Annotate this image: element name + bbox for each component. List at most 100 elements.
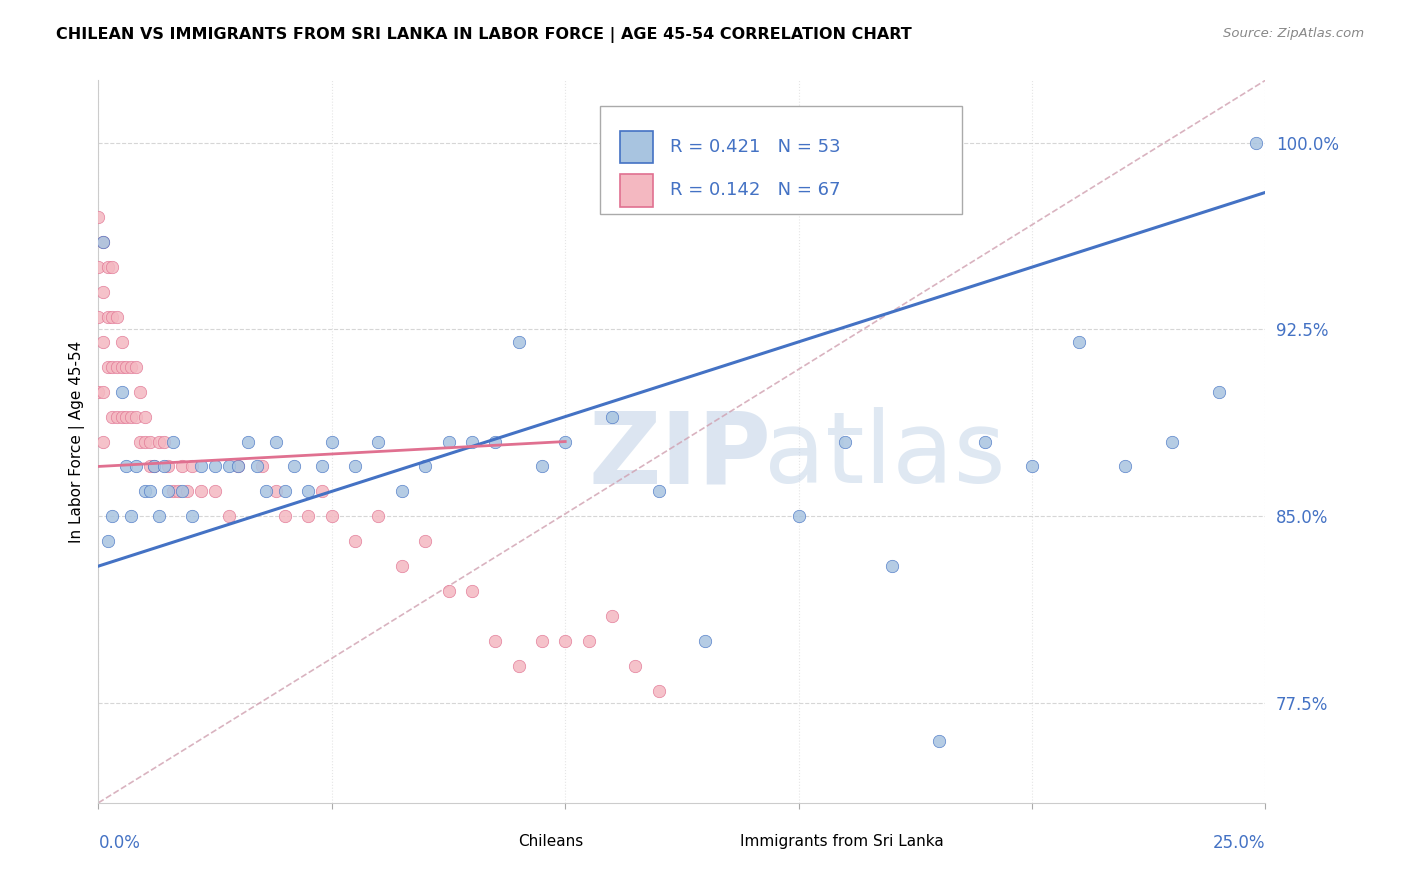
Text: R = 0.142   N = 67: R = 0.142 N = 67 bbox=[671, 181, 841, 200]
Point bbox=[974, 434, 997, 449]
Point bbox=[297, 484, 319, 499]
Point bbox=[344, 534, 367, 549]
Point bbox=[91, 235, 114, 250]
Point bbox=[647, 683, 669, 698]
Point bbox=[111, 334, 134, 349]
Point bbox=[413, 459, 436, 474]
Point bbox=[1067, 334, 1090, 349]
FancyBboxPatch shape bbox=[484, 828, 509, 855]
Point bbox=[101, 310, 124, 324]
Point bbox=[101, 409, 124, 424]
Point bbox=[1244, 136, 1267, 150]
Point bbox=[115, 459, 138, 474]
Point bbox=[530, 633, 553, 648]
Point bbox=[204, 459, 226, 474]
Point bbox=[344, 459, 367, 474]
Point bbox=[297, 509, 319, 524]
Point bbox=[218, 459, 240, 474]
Point bbox=[508, 658, 530, 673]
Point bbox=[134, 409, 156, 424]
Point bbox=[190, 484, 212, 499]
Point bbox=[180, 509, 202, 524]
Point bbox=[172, 484, 194, 499]
Point bbox=[111, 359, 134, 374]
Point bbox=[647, 484, 669, 499]
Point bbox=[129, 384, 152, 399]
Point bbox=[143, 459, 166, 474]
Point bbox=[105, 310, 128, 324]
Point bbox=[125, 359, 148, 374]
Point bbox=[530, 459, 553, 474]
Point bbox=[600, 609, 623, 624]
Text: R = 0.421   N = 53: R = 0.421 N = 53 bbox=[671, 138, 841, 156]
Text: CHILEAN VS IMMIGRANTS FROM SRI LANKA IN LABOR FORCE | AGE 45-54 CORRELATION CHAR: CHILEAN VS IMMIGRANTS FROM SRI LANKA IN … bbox=[56, 27, 912, 43]
Point bbox=[311, 459, 333, 474]
Point bbox=[91, 285, 114, 299]
Point bbox=[834, 434, 856, 449]
Text: ZIP: ZIP bbox=[589, 408, 772, 505]
Point bbox=[129, 434, 152, 449]
Point bbox=[508, 334, 530, 349]
Point bbox=[413, 534, 436, 549]
Point bbox=[624, 658, 647, 673]
Point bbox=[236, 434, 259, 449]
FancyBboxPatch shape bbox=[620, 174, 652, 207]
Point bbox=[120, 509, 142, 524]
Point bbox=[87, 310, 110, 324]
Point bbox=[190, 459, 212, 474]
FancyBboxPatch shape bbox=[620, 131, 652, 163]
FancyBboxPatch shape bbox=[706, 828, 731, 855]
Point bbox=[250, 459, 273, 474]
Point bbox=[367, 434, 389, 449]
Point bbox=[87, 211, 110, 225]
Point bbox=[139, 484, 162, 499]
Point bbox=[125, 409, 148, 424]
Point bbox=[139, 459, 162, 474]
Point bbox=[321, 434, 343, 449]
Point bbox=[91, 434, 114, 449]
Point bbox=[264, 484, 287, 499]
Point bbox=[115, 409, 138, 424]
Point bbox=[87, 260, 110, 274]
Point bbox=[228, 459, 250, 474]
Point bbox=[204, 484, 226, 499]
Point bbox=[87, 384, 110, 399]
Point bbox=[166, 484, 188, 499]
Text: Chileans: Chileans bbox=[519, 834, 583, 848]
Point bbox=[162, 484, 184, 499]
Point bbox=[134, 484, 156, 499]
Point bbox=[111, 409, 134, 424]
Point bbox=[461, 584, 484, 599]
Point bbox=[125, 459, 148, 474]
Point bbox=[437, 434, 460, 449]
Point bbox=[228, 459, 250, 474]
Point bbox=[111, 384, 134, 399]
Point bbox=[139, 434, 162, 449]
Point bbox=[97, 534, 120, 549]
Point bbox=[695, 633, 717, 648]
Point bbox=[484, 434, 506, 449]
Point bbox=[1021, 459, 1043, 474]
Point bbox=[484, 633, 506, 648]
Point bbox=[157, 484, 180, 499]
Point bbox=[554, 434, 576, 449]
Point bbox=[256, 484, 278, 499]
Point bbox=[274, 509, 297, 524]
Point bbox=[152, 434, 174, 449]
Point bbox=[101, 359, 124, 374]
Point bbox=[120, 409, 142, 424]
Point bbox=[1161, 434, 1184, 449]
Point bbox=[176, 484, 198, 499]
Point bbox=[105, 409, 128, 424]
Point bbox=[283, 459, 305, 474]
Point bbox=[148, 509, 170, 524]
Point bbox=[152, 459, 174, 474]
Point bbox=[367, 509, 389, 524]
Point bbox=[101, 509, 124, 524]
Point bbox=[391, 559, 413, 574]
Point bbox=[578, 633, 600, 648]
Point bbox=[787, 509, 810, 524]
Point bbox=[120, 359, 142, 374]
Point bbox=[97, 359, 120, 374]
Point bbox=[274, 484, 297, 499]
